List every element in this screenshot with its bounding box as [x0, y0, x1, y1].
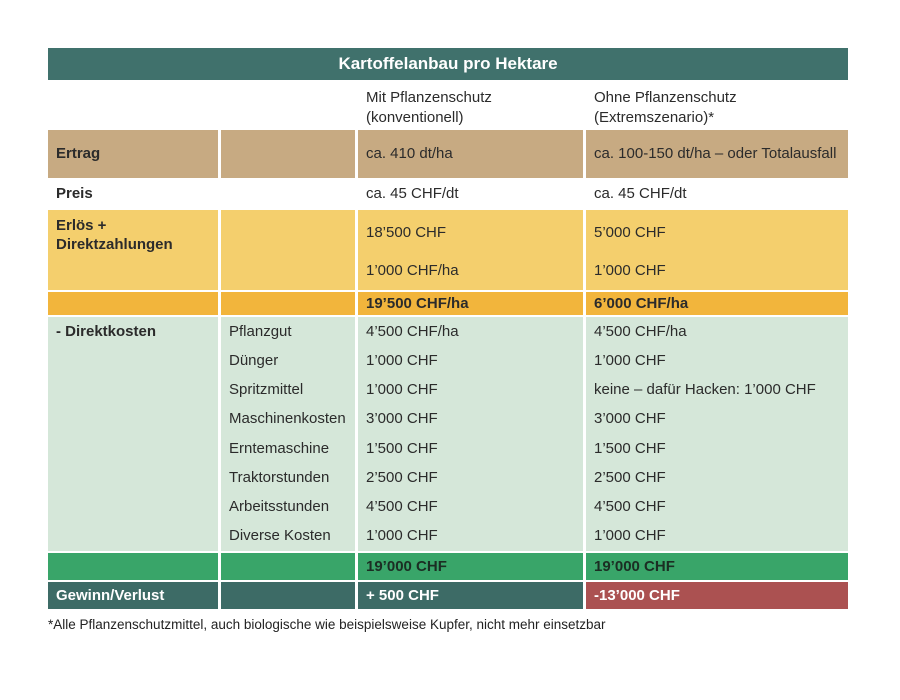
kosten-value-ohne: 3’000 CHF [594, 410, 666, 428]
kosten-value-ohne: 2’500 CHF [594, 468, 666, 486]
preis-value-ohne: ca. 45 CHF/dt [586, 180, 849, 210]
row-ertrag: Ertrag ca. 410 dt/ha ca. 100-150 dt/ha –… [48, 130, 849, 180]
erloes-total-ohne: 6’000 CHF/ha [586, 292, 849, 317]
kosten-value-ohne: 4’500 CHF/ha [594, 322, 687, 340]
footnote: *Alle Pflanzenschutzmittel, auch biologi… [48, 617, 606, 632]
kosten-item-name: Spritzmittel [229, 381, 304, 399]
gewinn-value-mit: + 500 CHF [358, 582, 586, 611]
kosten-total-ohne: 19’000 CHF [586, 553, 849, 582]
erloes-total-empty-cell-2 [221, 292, 358, 317]
erloes-values-mit: 18’500 CHF 1’000 CHF/ha [358, 210, 586, 292]
erloes-total-empty-cell-1 [48, 292, 221, 317]
erloes-empty-cell [221, 210, 358, 292]
gewinn-value-ohne: -13’000 CHF [586, 582, 849, 611]
kosten-item-name: Traktorstunden [229, 468, 330, 486]
kosten-item-name: Diverse Kosten [229, 527, 331, 545]
kosten-total-mit: 19’000 CHF [358, 553, 586, 582]
preis-empty-cell [221, 180, 358, 210]
row-gewinn-verlust: Gewinn/Verlust + 500 CHF -13’000 CHF [48, 582, 849, 611]
direktkosten-item-names: Pflanzgut Dünger Spritzmittel Maschinenk… [221, 317, 358, 553]
row-preis: Preis ca. 45 CHF/dt ca. 45 CHF/dt [48, 180, 849, 210]
ertrag-value-ohne: ca. 100-150 dt/ha – oder Totalausfall [586, 130, 849, 180]
kosten-value-ohne: 1’000 CHF [594, 351, 666, 369]
ertrag-label: Ertrag [48, 130, 221, 180]
kosten-value-ohne: 4’500 CHF [594, 498, 666, 516]
ertrag-empty-cell [221, 130, 358, 180]
kosten-value-ohne: 1’000 CHF [594, 527, 666, 545]
title-row: Kartoffelanbau pro Hektare [48, 48, 849, 82]
kosten-item-name: Maschinenkosten [229, 410, 346, 428]
kartoffelanbau-table: Kartoffelanbau pro Hektare Mit Pflanzens… [48, 48, 849, 611]
kosten-value-mit: 1’500 CHF [366, 439, 438, 457]
column-header-mit-pflanzenschutz: Mit Pflanzenschutz (konventionell) [358, 82, 586, 130]
kosten-value-mit: 4’500 CHF/ha [366, 322, 459, 340]
kosten-value-mit: 1’000 CHF [366, 527, 438, 545]
direktkosten-label-cell: - Direktkosten [48, 317, 221, 553]
direktkosten-label: - Direktkosten [56, 322, 157, 340]
erloes-ohne-line1: 5’000 CHF [594, 224, 666, 241]
erloes-ohne-line2: 1’000 CHF [594, 262, 666, 279]
kosten-value-mit: 1’000 CHF [366, 381, 438, 399]
header-empty-cell-1 [48, 82, 221, 130]
kosten-item-name: Dünger [229, 351, 279, 369]
kosten-value-mit: 1’000 CHF [366, 351, 438, 369]
kosten-value-ohne: keine – dafür Hacken: 1’000 CHF [594, 381, 816, 399]
row-direktkosten: - Direktkosten Pflanzgut Dünger Spritzmi… [48, 317, 849, 553]
column-header-row: Mit Pflanzenschutz (konventionell) Ohne … [48, 82, 849, 130]
kosten-item-name: Arbeitsstunden [229, 498, 330, 516]
erloes-mit-line2: 1’000 CHF/ha [366, 262, 459, 279]
kosten-value-ohne: 1’500 CHF [594, 439, 666, 457]
row-erloes-total: 19’500 CHF/ha 6’000 CHF/ha [48, 292, 849, 317]
direktkosten-values-mit: 4’500 CHF/ha 1’000 CHF 1’000 CHF 3’000 C… [358, 317, 586, 553]
gewinn-empty-cell [221, 582, 358, 611]
kosten-total-empty-cell-1 [48, 553, 221, 582]
erloes-mit-line1: 18’500 CHF [366, 224, 447, 241]
kosten-value-mit: 4’500 CHF [366, 498, 438, 516]
preis-label: Preis [48, 180, 221, 210]
kosten-total-empty-cell-2 [221, 553, 358, 582]
direktkosten-values-ohne: 4’500 CHF/ha 1’000 CHF keine – dafür Hac… [586, 317, 849, 553]
column-header-ohne-pflanzenschutz: Ohne Pflanzenschutz (Extremszenario)* [586, 82, 849, 130]
kosten-value-mit: 3’000 CHF [366, 410, 438, 428]
ertrag-value-mit: ca. 410 dt/ha [358, 130, 586, 180]
erloes-label: Erlös + Direktzahlungen [48, 210, 221, 292]
row-kosten-total: 19’000 CHF 19’000 CHF [48, 553, 849, 582]
erloes-values-ohne: 5’000 CHF 1’000 CHF [586, 210, 849, 292]
preis-value-mit: ca. 45 CHF/dt [358, 180, 586, 210]
kosten-value-mit: 2’500 CHF [366, 468, 438, 486]
row-erloes-direktzahlungen: Erlös + Direktzahlungen 18’500 CHF 1’000… [48, 210, 849, 292]
kosten-item-name: Erntemaschine [229, 439, 330, 457]
gewinn-label: Gewinn/Verlust [48, 582, 221, 611]
kosten-item-name: Pflanzgut [229, 322, 292, 340]
table-title: Kartoffelanbau pro Hektare [48, 48, 849, 82]
erloes-total-mit: 19’500 CHF/ha [358, 292, 586, 317]
header-empty-cell-2 [221, 82, 358, 130]
